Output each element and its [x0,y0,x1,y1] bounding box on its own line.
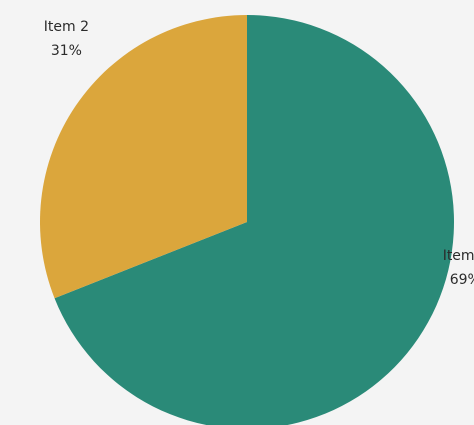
pie-slice-2 [39,15,247,299]
pie-labels: Item 1 69% Item 2 31% [44,19,474,288]
slice-2-name-label: Item 2 [44,19,89,35]
pie-slice-1 [54,15,454,425]
slice-1-value-label: 69% [450,272,474,288]
slice-1-name-label: Item 1 [443,248,474,264]
pie-slices [39,15,454,425]
slice-2-value-label: 31% [51,43,82,59]
